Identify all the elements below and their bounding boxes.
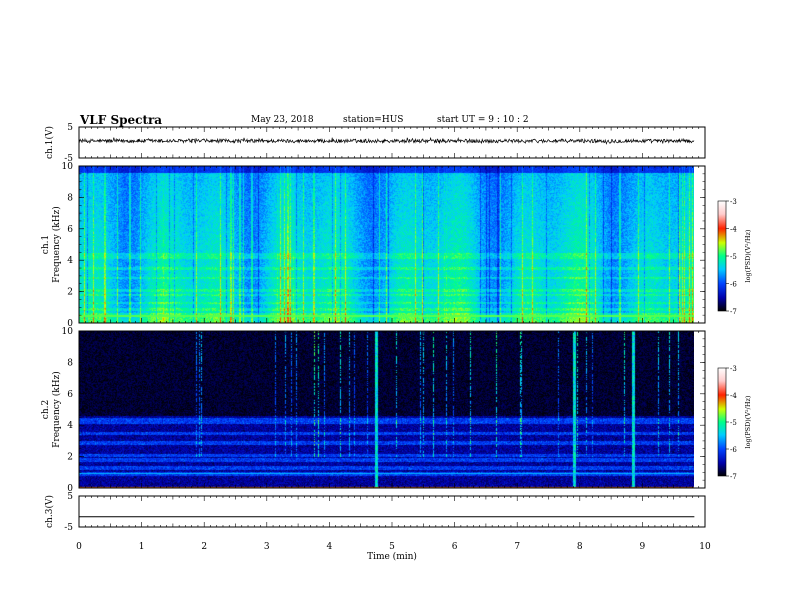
- y-tick-label: 8: [67, 358, 73, 368]
- y-tick-label: 6: [67, 225, 73, 235]
- colorbar-label: log(PSD)(V²/Hz): [744, 395, 752, 448]
- x-tick-label: 6: [452, 542, 458, 552]
- ch1-waveform-line: [78, 136, 695, 145]
- y-tick-label: -5: [64, 154, 73, 164]
- colorbar-tick-label: -5: [730, 253, 737, 261]
- x-tick-label: 4: [327, 542, 333, 552]
- colorbar-tick-label: -6: [730, 281, 737, 289]
- colorbar-tick-label: -3: [730, 198, 737, 206]
- y-tick-label: 0: [67, 319, 73, 329]
- date-label: May 23, 2018: [251, 115, 314, 125]
- y-tick-label: 4: [67, 256, 73, 266]
- y-tick-label: 10: [62, 327, 74, 337]
- y-tick-label: 2: [67, 288, 73, 298]
- y-tick-label: 0: [67, 484, 73, 494]
- colorbar-tick-label: -4: [730, 226, 737, 234]
- y-tick-label: 10: [62, 162, 74, 172]
- colorbar-1: [717, 200, 727, 312]
- y-axis-label: ch.2: [41, 400, 51, 419]
- y-axis-label: ch.1: [41, 235, 51, 254]
- colorbar-tick-label: -6: [730, 446, 737, 454]
- y-axis-label: Frequency (kHz): [51, 206, 62, 283]
- x-tick-label: 0: [76, 542, 82, 552]
- colorbar-2: [717, 367, 727, 477]
- y-tick-label: -5: [64, 523, 73, 533]
- spectrogram-image-ch1: [79, 166, 694, 323]
- colorbar-tick-label: -4: [730, 392, 737, 400]
- colorbar-tick-label: -7: [730, 308, 737, 316]
- y-tick-label: 5: [67, 123, 73, 133]
- station-label: station=HUS: [343, 115, 404, 125]
- y-axis-label: ch.3(V): [44, 495, 55, 528]
- y-tick-label: 6: [67, 390, 73, 400]
- x-axis-label: Time (min): [367, 551, 417, 562]
- spectrogram-image-ch2: [79, 331, 694, 488]
- x-tick-label: 2: [201, 542, 207, 552]
- y-axis-label: Frequency (kHz): [51, 371, 62, 448]
- colorbar-tick-label: -5: [730, 419, 737, 427]
- y-tick-label: 2: [67, 453, 73, 463]
- x-tick-label: 7: [514, 542, 520, 552]
- y-tick-label: 4: [67, 421, 73, 431]
- y-tick-label: 5: [67, 492, 73, 502]
- x-tick-label: 8: [577, 542, 583, 552]
- x-tick-label: 9: [640, 542, 646, 552]
- y-axis-label: ch.1(V): [44, 126, 55, 159]
- x-tick-label: 1: [139, 542, 145, 552]
- x-tick-label: 10: [699, 542, 711, 552]
- colorbar-tick-label: -3: [730, 365, 737, 373]
- y-tick-label: 8: [67, 193, 73, 203]
- colorbar-tick-label: -7: [730, 473, 737, 481]
- start-time-label: start UT = 9 : 10 : 2: [437, 115, 529, 125]
- x-tick-label: 5: [389, 542, 395, 552]
- chart-title: VLF Spectra: [80, 113, 163, 127]
- x-tick-label: 3: [264, 542, 270, 552]
- colorbar-label: log(PSD)(V²/Hz): [744, 229, 752, 282]
